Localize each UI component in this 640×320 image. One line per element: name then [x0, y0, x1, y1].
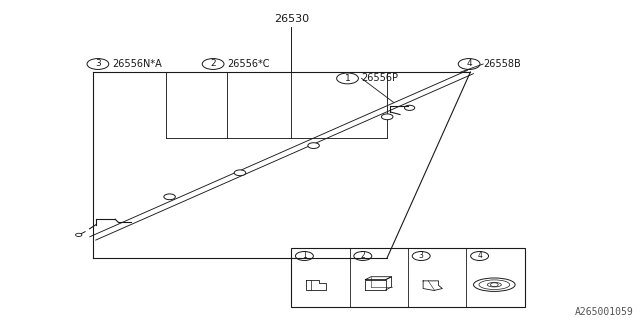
Text: 3: 3 [95, 60, 100, 68]
Text: 26556N*A: 26556N*A [112, 59, 162, 69]
Text: 1: 1 [345, 74, 350, 83]
Circle shape [381, 114, 393, 120]
Text: 26558B: 26558B [483, 59, 521, 69]
Text: 26556P: 26556P [362, 73, 399, 84]
Text: 1: 1 [302, 252, 307, 260]
Text: 3: 3 [419, 252, 424, 260]
Text: 4: 4 [477, 252, 482, 260]
Circle shape [234, 170, 246, 176]
Text: 26556*C: 26556*C [227, 59, 269, 69]
Text: 4: 4 [467, 60, 472, 68]
Circle shape [164, 194, 175, 200]
Text: 26530: 26530 [274, 14, 308, 24]
Text: 2: 2 [211, 60, 216, 68]
Circle shape [308, 143, 319, 148]
Bar [291, 248, 525, 307]
Text: A265001059: A265001059 [575, 307, 634, 317]
Text: 2: 2 [360, 252, 365, 260]
